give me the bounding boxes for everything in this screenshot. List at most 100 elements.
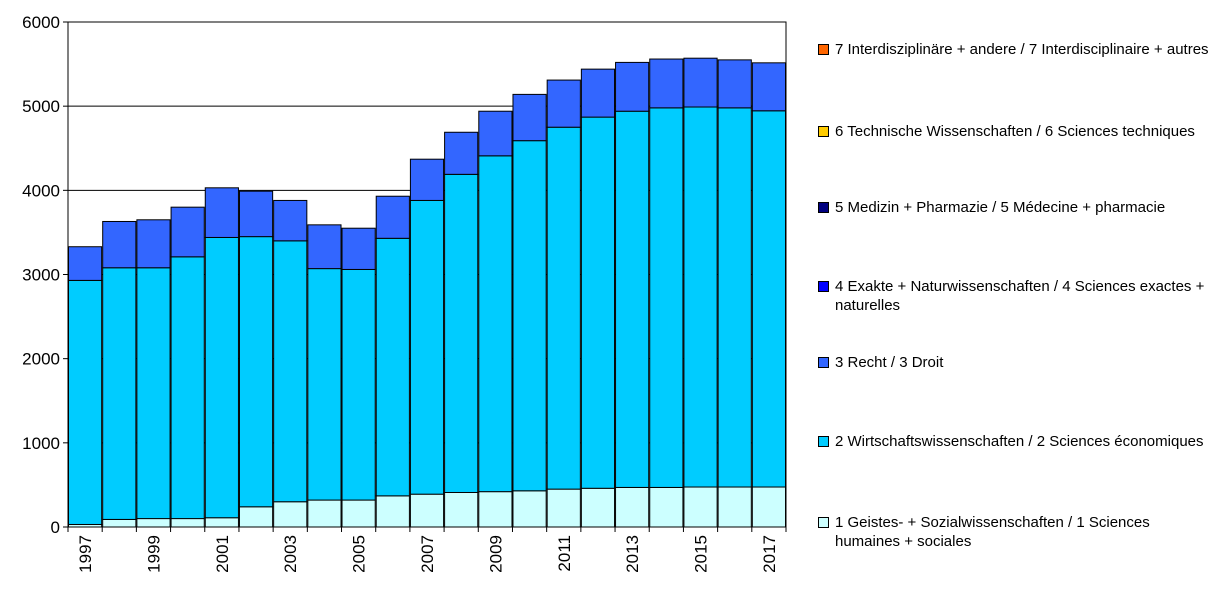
bar-segment-1999-series-3 <box>136 219 171 269</box>
bar-segment-2002-series-2 <box>238 236 274 508</box>
legend-label: 7 Interdisziplinäre + andere / 7 Interdi… <box>835 41 1209 58</box>
bar-segment-2010-series-3 <box>512 93 547 142</box>
bar-segment-2006-series-3 <box>375 195 410 239</box>
x-tick-label: 2011 <box>555 535 574 572</box>
bar-segment-2015-series-1 <box>683 486 718 528</box>
bar-segment-2014-series-2 <box>649 107 684 488</box>
x-tick-label: 2007 <box>418 535 437 573</box>
y-tick-label: 4000 <box>22 181 60 200</box>
x-tick-label: 2015 <box>692 535 711 573</box>
bar-segment-2012-series-1 <box>580 487 616 528</box>
x-tick-label: 2003 <box>281 535 300 573</box>
bar-segment-1998-series-1 <box>102 518 137 528</box>
legend-label: 5 Medizin + Pharmazie / 5 Médecine + pha… <box>835 199 1166 216</box>
x-tick-label: 2005 <box>350 535 369 573</box>
legend-swatch <box>818 126 829 137</box>
legend-item: 6 Technische Wissenschaften / 6 Sciences… <box>818 122 1218 141</box>
chart-legend: 7 Interdisziplinäre + andere / 7 Interdi… <box>818 0 1218 590</box>
bar-segment-2012-series-3 <box>580 68 616 118</box>
bar-segment-2003-series-2 <box>273 240 308 503</box>
bar-segment-2009-series-3 <box>478 110 513 157</box>
bar-segment-2017-series-1 <box>751 486 786 528</box>
legend-swatch <box>818 436 829 447</box>
bar-segment-2015-series-3 <box>683 57 718 108</box>
bar-segment-2013-series-2 <box>615 110 650 488</box>
stacked-bar-chart: 0 1000 2000 3000 4000 5000 6000 1997 1999 2001 200… <box>22 13 787 573</box>
y-tick-label: 3000 <box>22 266 60 285</box>
bar-segment-2002-series-1 <box>238 506 274 528</box>
bar-segment-2010-series-1 <box>512 490 547 528</box>
legend-label: 4 Exakte + Naturwissenschaften / 4 Scien… <box>835 278 1205 314</box>
x-tick-label: 2009 <box>486 535 505 573</box>
bar-segment-2017-series-2 <box>751 110 786 488</box>
y-tick-label: 6000 <box>22 13 60 32</box>
bar-segment-1998-series-3 <box>102 220 137 269</box>
bar-segment-2013-series-1 <box>615 486 650 528</box>
x-tick-label: 1999 <box>144 535 163 573</box>
bar-segment-2013-series-3 <box>615 61 650 112</box>
bar-segment-1999-series-2 <box>136 267 171 520</box>
x-tick-label: 2001 <box>213 535 232 573</box>
bar-segment-2015-series-2 <box>683 106 718 488</box>
bar-segment-2014-series-3 <box>649 58 684 109</box>
bar-segment-2006-series-1 <box>375 495 410 528</box>
y-tick-label: 2000 <box>22 350 60 369</box>
bar-segment-2003-series-3 <box>273 199 308 242</box>
bar-segment-2001-series-3 <box>204 187 239 238</box>
legend-item: 5 Medizin + Pharmazie / 5 Médecine + pha… <box>818 198 1218 217</box>
bar-segment-2016-series-1 <box>717 486 752 528</box>
bar-segment-2009-series-1 <box>478 491 513 528</box>
bar-segment-2011-series-2 <box>546 126 581 490</box>
legend-item: 7 Interdisziplinäre + andere / 7 Interdi… <box>818 40 1218 59</box>
legend-swatch <box>818 517 829 528</box>
bar-segment-2011-series-1 <box>546 488 581 528</box>
x-tick-label: 2017 <box>760 535 779 573</box>
bar-segment-1997-series-3 <box>68 246 103 281</box>
bar-segment-2008-series-2 <box>444 173 479 493</box>
bar-segment-2008-series-1 <box>444 491 479 528</box>
bar-segment-2011-series-3 <box>546 79 581 128</box>
legend-swatch <box>818 44 829 55</box>
legend-swatch <box>818 202 829 213</box>
x-tick-label: 1997 <box>76 535 95 573</box>
bar-segment-2004-series-3 <box>307 224 342 270</box>
legend-item: 1 Geistes- + Sozialwissenschaften / 1 Sc… <box>818 513 1218 551</box>
bar-segment-2002-series-3 <box>238 190 274 238</box>
legend-label: 3 Recht / 3 Droit <box>835 354 944 371</box>
bar-segment-2004-series-1 <box>307 499 342 528</box>
legend-swatch <box>818 281 829 292</box>
legend-label: 1 Geistes- + Sozialwissenschaften / 1 Sc… <box>835 514 1150 550</box>
bar-segment-2007-series-2 <box>409 199 445 495</box>
bar-segment-2007-series-3 <box>409 158 445 201</box>
bar-segment-2003-series-1 <box>273 501 308 528</box>
legend-label: 2 Wirtschaftswissenschaften / 2 Sciences… <box>835 433 1204 450</box>
legend-item: 4 Exakte + Naturwissenschaften / 4 Scien… <box>818 277 1218 315</box>
bar-segment-2000-series-1 <box>170 518 205 528</box>
bar-segment-2009-series-2 <box>478 155 513 493</box>
bar-segment-2012-series-2 <box>580 116 616 489</box>
bar-segment-2004-series-2 <box>307 268 342 501</box>
bar-segment-2017-series-3 <box>751 62 786 112</box>
bar-segment-2006-series-2 <box>375 237 410 497</box>
legend-item: 3 Recht / 3 Droit <box>818 353 1218 372</box>
y-tick-label: 5000 <box>22 97 60 116</box>
legend-swatch <box>818 357 829 368</box>
y-tick-label: 0 <box>51 518 60 537</box>
bar-segment-2016-series-3 <box>717 59 752 109</box>
x-tick-label: 2013 <box>623 535 642 573</box>
legend-item: 2 Wirtschaftswissenschaften / 2 Sciences… <box>818 432 1218 451</box>
bar-segment-1998-series-2 <box>102 267 137 520</box>
bar-segment-2016-series-2 <box>717 107 752 488</box>
bar-segment-2010-series-2 <box>512 140 547 492</box>
y-tick-label: 1000 <box>22 434 60 453</box>
bar-segment-1997-series-2 <box>68 279 103 525</box>
bar-segment-1999-series-1 <box>136 518 171 528</box>
bar-segment-2001-series-1 <box>204 517 239 528</box>
bar-segment-2005-series-2 <box>341 268 376 501</box>
bar-segment-2014-series-1 <box>649 486 684 528</box>
bar-segment-2000-series-2 <box>170 256 205 520</box>
legend-label: 6 Technische Wissenschaften / 6 Sciences… <box>835 123 1195 140</box>
bar-segment-2001-series-2 <box>204 236 239 519</box>
bar-segment-2007-series-1 <box>409 493 445 528</box>
bar-segment-2005-series-1 <box>341 499 376 528</box>
